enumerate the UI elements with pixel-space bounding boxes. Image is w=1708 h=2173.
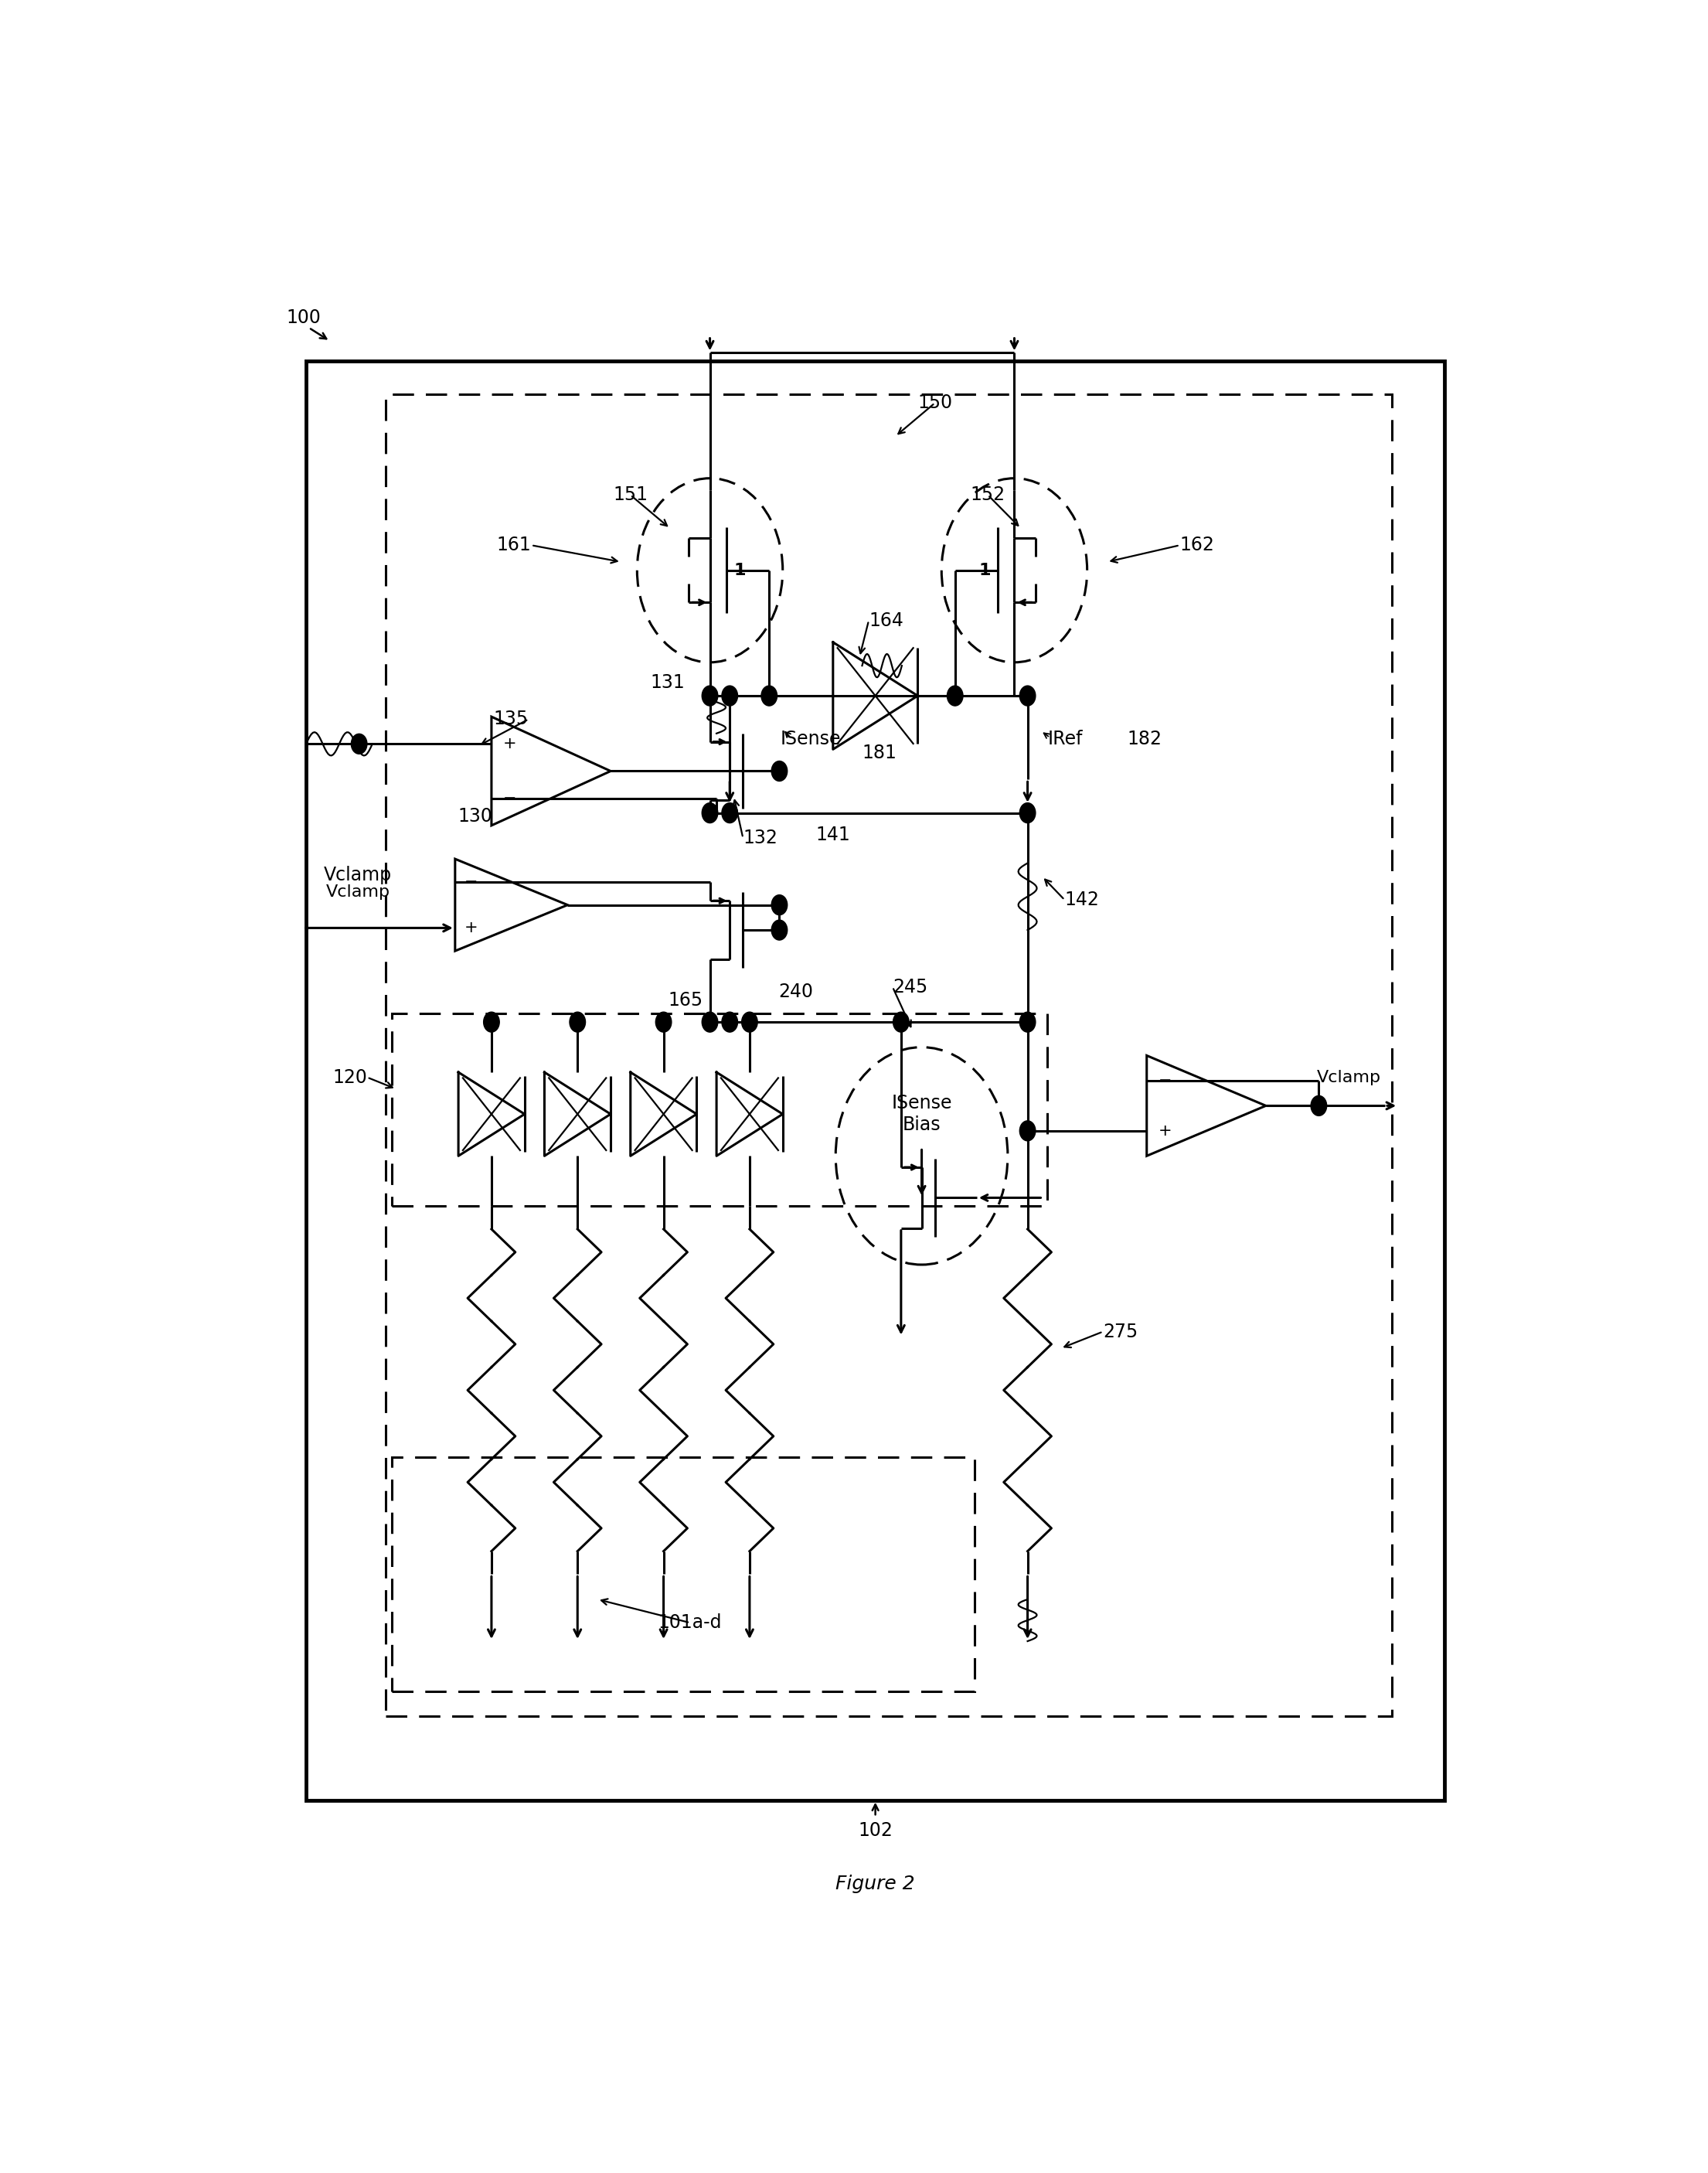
- Circle shape: [656, 1013, 671, 1032]
- Text: 1: 1: [979, 563, 991, 578]
- Text: 151: 151: [613, 487, 647, 504]
- Text: 141: 141: [816, 826, 851, 843]
- Circle shape: [352, 734, 367, 754]
- Text: 240: 240: [779, 982, 813, 1002]
- Text: −: −: [465, 874, 478, 889]
- Circle shape: [1020, 1013, 1035, 1032]
- Circle shape: [722, 802, 738, 824]
- Text: Figure 2: Figure 2: [835, 1875, 915, 1893]
- Text: 245: 245: [893, 978, 927, 995]
- Circle shape: [702, 1013, 717, 1032]
- Circle shape: [569, 1013, 586, 1032]
- Circle shape: [1020, 687, 1035, 706]
- Text: 120: 120: [333, 1067, 367, 1086]
- Text: 132: 132: [743, 828, 777, 847]
- Circle shape: [722, 687, 738, 706]
- Circle shape: [772, 895, 787, 915]
- Circle shape: [702, 687, 717, 706]
- Circle shape: [893, 1013, 909, 1032]
- Polygon shape: [545, 1071, 611, 1156]
- Polygon shape: [458, 1071, 524, 1156]
- Bar: [306, 361, 1445, 1799]
- Circle shape: [1020, 802, 1035, 824]
- Text: 100: 100: [287, 309, 321, 326]
- Circle shape: [772, 919, 787, 941]
- Text: 161: 161: [497, 537, 531, 554]
- Text: 152: 152: [970, 487, 1006, 504]
- Text: Vclamp: Vclamp: [323, 865, 391, 884]
- Text: Vclamp: Vclamp: [1317, 1069, 1382, 1086]
- Text: +: +: [504, 737, 518, 752]
- Circle shape: [483, 1013, 499, 1032]
- Text: 101a-d: 101a-d: [658, 1615, 722, 1632]
- Text: −: −: [504, 791, 518, 806]
- Text: 1: 1: [733, 563, 745, 578]
- Circle shape: [948, 687, 963, 706]
- Text: 182: 182: [1127, 730, 1161, 748]
- Text: 275: 275: [1103, 1323, 1138, 1341]
- Text: IRef: IRef: [1047, 730, 1083, 748]
- Text: 162: 162: [1180, 537, 1214, 554]
- Text: ISense
Bias: ISense Bias: [892, 1093, 951, 1134]
- Text: 135: 135: [494, 711, 528, 728]
- Circle shape: [702, 802, 717, 824]
- Text: 131: 131: [651, 674, 685, 691]
- Polygon shape: [834, 643, 917, 750]
- Text: +: +: [1158, 1123, 1172, 1139]
- Text: 164: 164: [869, 611, 904, 630]
- Text: 181: 181: [863, 743, 897, 763]
- Circle shape: [772, 761, 787, 780]
- Text: Vclamp: Vclamp: [326, 884, 389, 900]
- Bar: [393, 1458, 975, 1691]
- Text: 165: 165: [668, 991, 704, 1010]
- Text: 150: 150: [917, 393, 953, 413]
- Text: −: −: [1158, 1073, 1172, 1089]
- Polygon shape: [630, 1071, 697, 1156]
- Circle shape: [1020, 1121, 1035, 1141]
- Text: ISense: ISense: [781, 730, 840, 748]
- Circle shape: [741, 1013, 758, 1032]
- Circle shape: [1310, 1095, 1327, 1115]
- Bar: [393, 1013, 1047, 1206]
- Text: 142: 142: [1064, 891, 1100, 908]
- Polygon shape: [717, 1071, 782, 1156]
- Text: +: +: [465, 919, 478, 937]
- Circle shape: [762, 687, 777, 706]
- Text: 102: 102: [857, 1821, 893, 1841]
- Bar: [386, 395, 1392, 1717]
- Text: 130: 130: [458, 806, 494, 826]
- Circle shape: [722, 1013, 738, 1032]
